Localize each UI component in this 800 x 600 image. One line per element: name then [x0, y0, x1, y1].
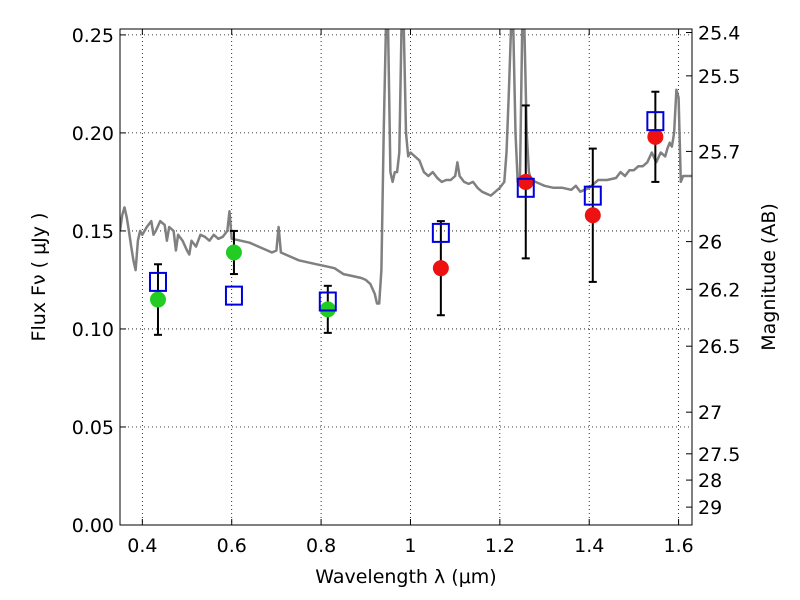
mag-tick-label: 27 — [698, 402, 722, 424]
mag-tick-label: 26.5 — [698, 336, 740, 358]
model-point — [516, 177, 535, 198]
model-point — [431, 222, 450, 243]
y-tick-label: 0.05 — [72, 417, 114, 439]
y-tick-label: 0.20 — [72, 123, 114, 145]
x-tick-label: 0.6 — [217, 535, 247, 557]
observed-point — [432, 260, 449, 277]
x-tick-label: 1.6 — [663, 535, 693, 557]
spectrum-layer — [120, 29, 692, 305]
observed-point — [517, 173, 534, 190]
observed-point — [225, 244, 242, 261]
x-tick-label: 1.2 — [485, 535, 515, 557]
spectrum-line — [120, 29, 692, 305]
observed-point — [149, 291, 166, 308]
y-tick-label: 0.25 — [72, 25, 114, 47]
tick-marks — [120, 29, 692, 526]
y-axis-title-right: Magnitude (AB) — [758, 203, 780, 351]
mag-tick-label: 26.2 — [698, 279, 740, 301]
model-point — [583, 185, 602, 206]
y-tick-label: 0.10 — [72, 319, 114, 341]
mag-tick-label: 27.5 — [698, 444, 740, 466]
mag-tick-label: 28 — [698, 470, 722, 492]
mag-tick-label: 25.5 — [698, 66, 740, 88]
mag-tick-label: 25.7 — [698, 141, 740, 163]
x-axis-title: Wavelength λ (μm) — [315, 566, 496, 588]
model-point — [318, 291, 337, 312]
observed-point — [319, 301, 336, 318]
x-tick-label: 0.8 — [306, 535, 336, 557]
y-tick-label: 0.00 — [72, 515, 114, 537]
model-layer — [148, 111, 665, 312]
model-point — [148, 271, 167, 292]
mag-tick-label: 26 — [698, 232, 722, 254]
model-point — [224, 285, 243, 306]
observed-point — [647, 128, 664, 145]
x-tick-label: 1.4 — [574, 535, 604, 557]
x-tick-label: 1 — [404, 535, 416, 557]
y-tick-label: 0.15 — [72, 221, 114, 243]
model-point — [646, 111, 665, 132]
y-axis-title: Flux Fν ( μJy ) — [28, 213, 50, 342]
tick-labels: 0.4 0.6 0.8 1 1.2 1.4 1.6 0.00 0.05 0.10 0.15 0.20 0… — [72, 23, 741, 557]
plot-frame — [119, 28, 693, 526]
x-tick-label: 0.4 — [127, 535, 157, 557]
mag-tick-label: 29 — [698, 497, 722, 519]
mag-tick-label: 25.4 — [698, 23, 740, 45]
observed-point — [584, 207, 601, 224]
